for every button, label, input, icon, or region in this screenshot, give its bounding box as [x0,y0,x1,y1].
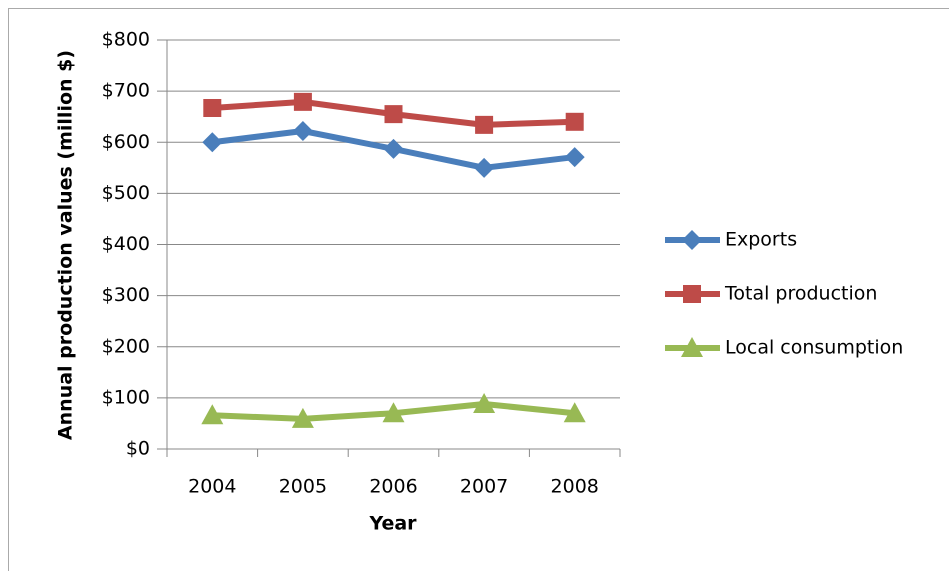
point [292,121,313,142]
x-tick-label: 2005 [279,476,327,498]
legend-label: Exports [725,229,797,251]
point [383,138,404,159]
point [473,393,496,414]
point [202,132,223,153]
legend-marker [683,285,701,303]
y-tick-label: $500 [102,182,150,204]
y-tick-label: $100 [102,386,150,408]
y-tick-label: $200 [102,335,150,357]
legend-marker [681,337,703,357]
point [475,115,494,134]
point [474,157,495,178]
y-tick-label: $400 [102,233,150,255]
point [293,92,312,111]
point [201,404,224,425]
y-tick-label: $300 [102,284,150,306]
x-tick-label: 2006 [369,476,417,498]
y-tick-label: $0 [126,438,150,460]
legend-label: Local consumption [725,337,903,359]
point [291,407,314,428]
point [563,402,586,423]
point [203,98,222,117]
point [565,112,584,131]
x-axis-title: Year [368,513,417,535]
chart-frame [8,8,949,571]
x-tick-label: 2008 [551,476,599,498]
y-tick-label: $600 [102,131,150,153]
y-tick-label: $800 [102,29,150,51]
legend-label: Total production [724,283,877,305]
legend-marker [682,230,702,250]
y-axis-title: Annual production values (million $) [55,50,77,440]
y-tick-label: $700 [102,80,150,102]
x-tick-label: 2007 [460,476,508,498]
point [564,147,585,168]
point [382,402,405,423]
x-tick-label: 2004 [188,476,236,498]
point [384,105,403,124]
